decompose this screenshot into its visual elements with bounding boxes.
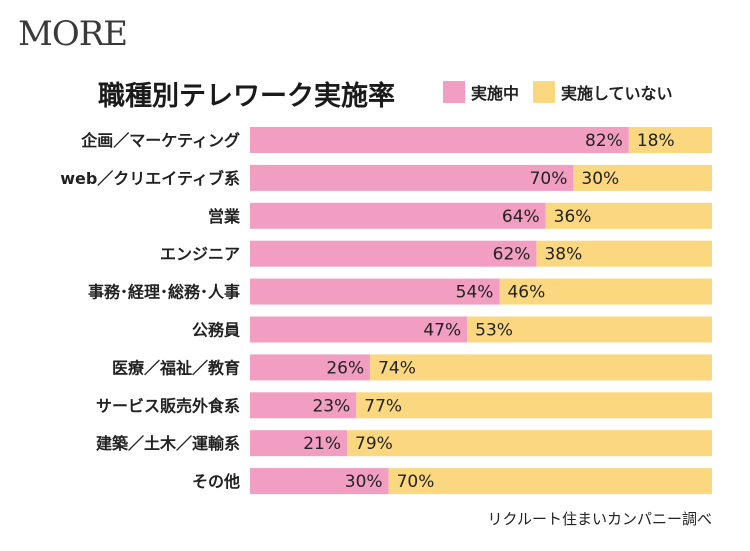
bar-segment-implementing [250, 468, 389, 495]
bar-segment-not-implementing [388, 468, 712, 495]
data-label: 36% [554, 207, 592, 227]
legend-label-implementing: 実施中 [471, 84, 520, 103]
bar-segment-not-implementing [499, 278, 712, 305]
bar-segment-not-implementing [356, 392, 712, 419]
category-label: 建築／土木／運輸系 [96, 434, 240, 453]
bar-segment-implementing [250, 430, 348, 457]
bar-segment-not-implementing [628, 127, 712, 153]
source-note: リクルート住まいカンパニー調べ [487, 510, 712, 528]
data-label: 64% [502, 207, 540, 227]
data-label: 23% [312, 396, 350, 416]
category-label: web／クリエイティブ系 [60, 169, 240, 188]
bar-row: 事務･経理･総務･人事 54% 46% [88, 278, 712, 305]
bar-row: その他 30% 70% [192, 468, 712, 495]
bar-row: 企画／マーケティング 82% 18% [80, 127, 712, 153]
bar-segment-implementing [250, 240, 537, 267]
legend-swatch-not-implementing [533, 81, 556, 103]
data-label: 26% [326, 358, 364, 378]
bar-row: エンジニア 62% 38% [160, 240, 712, 267]
data-label: 47% [423, 321, 461, 341]
category-label: サービス販売外食系 [96, 396, 240, 415]
bar-segment-implementing [250, 392, 357, 419]
legend-item-implementing: 実施中 [443, 80, 519, 104]
bar-segment-not-implementing [573, 164, 712, 191]
bar-segment-implementing [250, 127, 629, 153]
data-label: 38% [544, 245, 582, 265]
bar-segment-not-implementing [545, 202, 712, 229]
data-label: 53% [475, 321, 513, 341]
bar-segment-implementing [250, 316, 468, 343]
bar-segment-implementing [250, 354, 371, 381]
category-label: エンジニア [160, 245, 240, 264]
bar-row: web／クリエイティブ系 70% 30% [60, 164, 712, 191]
data-label: 70% [530, 169, 568, 189]
data-label: 82% [585, 131, 623, 151]
bar-row: 医療／福祉／教育 26% 74% [112, 354, 712, 381]
bar-segment-implementing [250, 202, 546, 229]
chart-title: 職種別テレワーク実施率 [98, 81, 395, 112]
bar-segment-implementing [250, 278, 500, 305]
data-label: 74% [378, 358, 416, 378]
legend-item-not-implementing: 実施していない [533, 80, 673, 104]
bar-segment-not-implementing [370, 354, 712, 381]
bar-segment-not-implementing [347, 430, 712, 457]
data-label: 30% [345, 472, 383, 492]
data-label: 30% [581, 169, 619, 189]
data-label: 21% [303, 434, 341, 454]
category-label: 営業 [208, 207, 241, 226]
legend-label-not-implementing: 実施していない [561, 84, 673, 103]
bar-row: 建築／土木／運輸系 21% 79% [96, 430, 712, 457]
bar-row: 営業 64% 36% [208, 202, 712, 229]
data-label: 62% [493, 245, 531, 265]
data-label: 70% [397, 472, 435, 492]
data-label: 46% [507, 283, 545, 303]
chart-legend: 実施中 実施していない [443, 80, 687, 104]
data-label: 18% [637, 131, 675, 151]
bar-row: サービス販売外食系 23% 77% [96, 392, 712, 419]
category-label: 企画／マーケティング [80, 131, 240, 150]
data-label: 79% [355, 434, 393, 454]
bar-row: 公務員 47% 53% [192, 316, 712, 343]
category-label: 医療／福祉／教育 [112, 358, 240, 377]
bar-segment-not-implementing [467, 316, 712, 343]
data-label: 77% [364, 396, 402, 416]
bar-segment-not-implementing [536, 240, 712, 267]
legend-swatch-implementing [443, 81, 465, 103]
category-label: その他 [192, 472, 240, 491]
category-label: 事務･経理･総務･人事 [88, 283, 240, 302]
data-label: 54% [456, 283, 494, 303]
bar-segment-implementing [250, 164, 574, 191]
brand-logo: MORE [18, 14, 128, 54]
category-label: 公務員 [192, 321, 240, 340]
